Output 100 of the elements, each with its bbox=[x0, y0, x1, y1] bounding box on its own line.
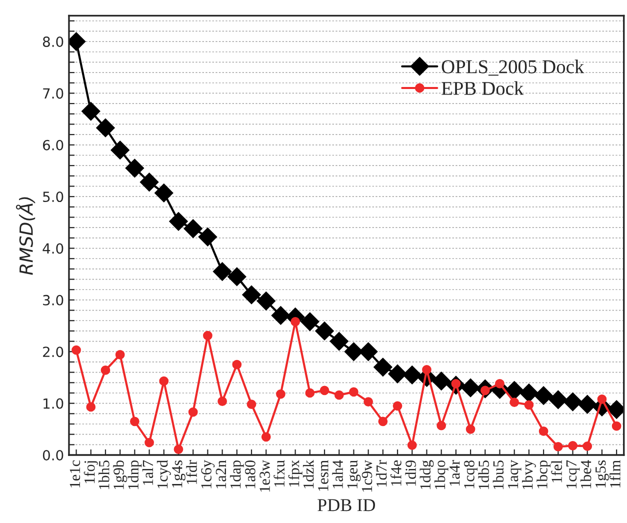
point bbox=[100, 366, 110, 375]
point bbox=[140, 172, 159, 192]
point bbox=[538, 426, 548, 436]
x-tick-label: 1di9 bbox=[405, 460, 416, 486]
y-tick-label: 3.0 bbox=[43, 294, 64, 306]
point bbox=[315, 322, 334, 340]
point bbox=[271, 306, 290, 325]
y-tick-label: 7.0 bbox=[43, 88, 64, 99]
point bbox=[82, 102, 100, 121]
point bbox=[407, 440, 417, 450]
x-tick-label: 1be4 bbox=[580, 460, 592, 488]
x-tick-label: 1ah4 bbox=[332, 460, 343, 488]
x-tick-label: 1db5 bbox=[478, 460, 489, 490]
x-tick-label: 1cyd bbox=[156, 460, 171, 488]
point bbox=[597, 394, 607, 404]
point bbox=[568, 441, 578, 450]
y-tick-label: 8.0 bbox=[42, 36, 64, 48]
point bbox=[290, 316, 300, 326]
point bbox=[125, 158, 144, 178]
x-tick-label: 1bcp bbox=[536, 460, 550, 488]
point bbox=[553, 442, 563, 452]
point bbox=[110, 140, 130, 160]
point bbox=[364, 397, 374, 406]
y-tick-label: 4.0 bbox=[42, 243, 64, 254]
point bbox=[72, 345, 81, 355]
y-tick-label: 6.0 bbox=[42, 140, 64, 150]
x-tick-label: 1e3w bbox=[260, 460, 270, 492]
y-axis-title: RMSD(Å) bbox=[16, 197, 36, 275]
x-tick-label: 1d7r bbox=[376, 460, 387, 487]
point bbox=[246, 400, 256, 410]
x-tick-label: 1geu bbox=[347, 460, 361, 488]
point bbox=[242, 285, 261, 304]
point bbox=[582, 442, 592, 451]
y-tick-label: 1.0 bbox=[44, 398, 64, 409]
y-tick-label: 2.0 bbox=[43, 346, 64, 358]
point bbox=[144, 438, 154, 448]
x-tick-label: 1c6y bbox=[201, 460, 215, 488]
x-tick-label: 1cq7 bbox=[566, 460, 580, 488]
point bbox=[422, 365, 432, 374]
x-tick-label: 1cq8 bbox=[464, 460, 478, 488]
point bbox=[402, 366, 422, 384]
x-tick-label: 1fxu bbox=[274, 460, 285, 487]
point bbox=[520, 384, 538, 402]
x-tick-label: 1a4r bbox=[450, 460, 460, 486]
point bbox=[198, 228, 218, 246]
point bbox=[86, 402, 96, 412]
x-axis-title: PDB ID bbox=[318, 499, 376, 512]
point bbox=[466, 424, 476, 434]
point bbox=[96, 118, 115, 138]
point bbox=[349, 387, 358, 397]
point bbox=[256, 292, 276, 310]
x-tick-label: 1g4s bbox=[172, 460, 186, 488]
point bbox=[169, 212, 188, 231]
x-tick-label: 1aqv bbox=[508, 460, 522, 488]
point bbox=[232, 360, 242, 370]
x-tick-label: 1a2n bbox=[216, 460, 226, 488]
point bbox=[228, 267, 246, 286]
x-tick-label: 1dap bbox=[230, 460, 244, 488]
y-tick-label: 5.0 bbox=[43, 192, 64, 202]
x-tick-label: 1a80 bbox=[245, 460, 256, 488]
x-tick-label: 1foj bbox=[84, 461, 98, 484]
point bbox=[432, 372, 451, 390]
x-tick-label: 1c9w bbox=[362, 460, 372, 492]
point bbox=[578, 395, 597, 414]
point bbox=[334, 390, 344, 400]
point bbox=[461, 378, 480, 398]
point bbox=[115, 350, 125, 360]
y-tick-label: 0.0 bbox=[42, 450, 64, 460]
point bbox=[305, 388, 315, 398]
point bbox=[392, 401, 402, 411]
point bbox=[548, 390, 568, 410]
x-tick-label: 1bu5 bbox=[492, 460, 504, 490]
x-tick-label: 1g5s bbox=[596, 460, 609, 488]
point bbox=[510, 398, 520, 407]
point bbox=[524, 400, 534, 410]
point bbox=[330, 332, 348, 351]
point bbox=[130, 416, 140, 426]
point bbox=[563, 392, 582, 412]
point bbox=[534, 386, 553, 405]
x-tick-label: 1al7 bbox=[142, 460, 154, 485]
point bbox=[203, 330, 212, 340]
x-tick-label: 1fpx bbox=[288, 460, 302, 487]
point bbox=[276, 389, 286, 399]
point bbox=[612, 421, 622, 431]
point bbox=[184, 219, 202, 238]
point bbox=[212, 262, 232, 281]
x-tick-label: 1bqo bbox=[434, 460, 448, 490]
legend-label: OPLS_2005 Dock bbox=[442, 60, 584, 76]
x-tick-label: 1f4e bbox=[390, 460, 402, 486]
point bbox=[374, 358, 392, 377]
x-tick-label: 1dzk bbox=[302, 460, 314, 488]
x-tick-label: 1bh5 bbox=[98, 460, 110, 490]
point bbox=[388, 364, 407, 384]
point bbox=[188, 407, 198, 417]
point bbox=[174, 444, 184, 454]
point bbox=[68, 32, 86, 51]
point bbox=[154, 184, 174, 202]
point bbox=[218, 396, 227, 406]
point bbox=[378, 416, 388, 426]
x-tick-label: 1dnp bbox=[128, 460, 142, 490]
